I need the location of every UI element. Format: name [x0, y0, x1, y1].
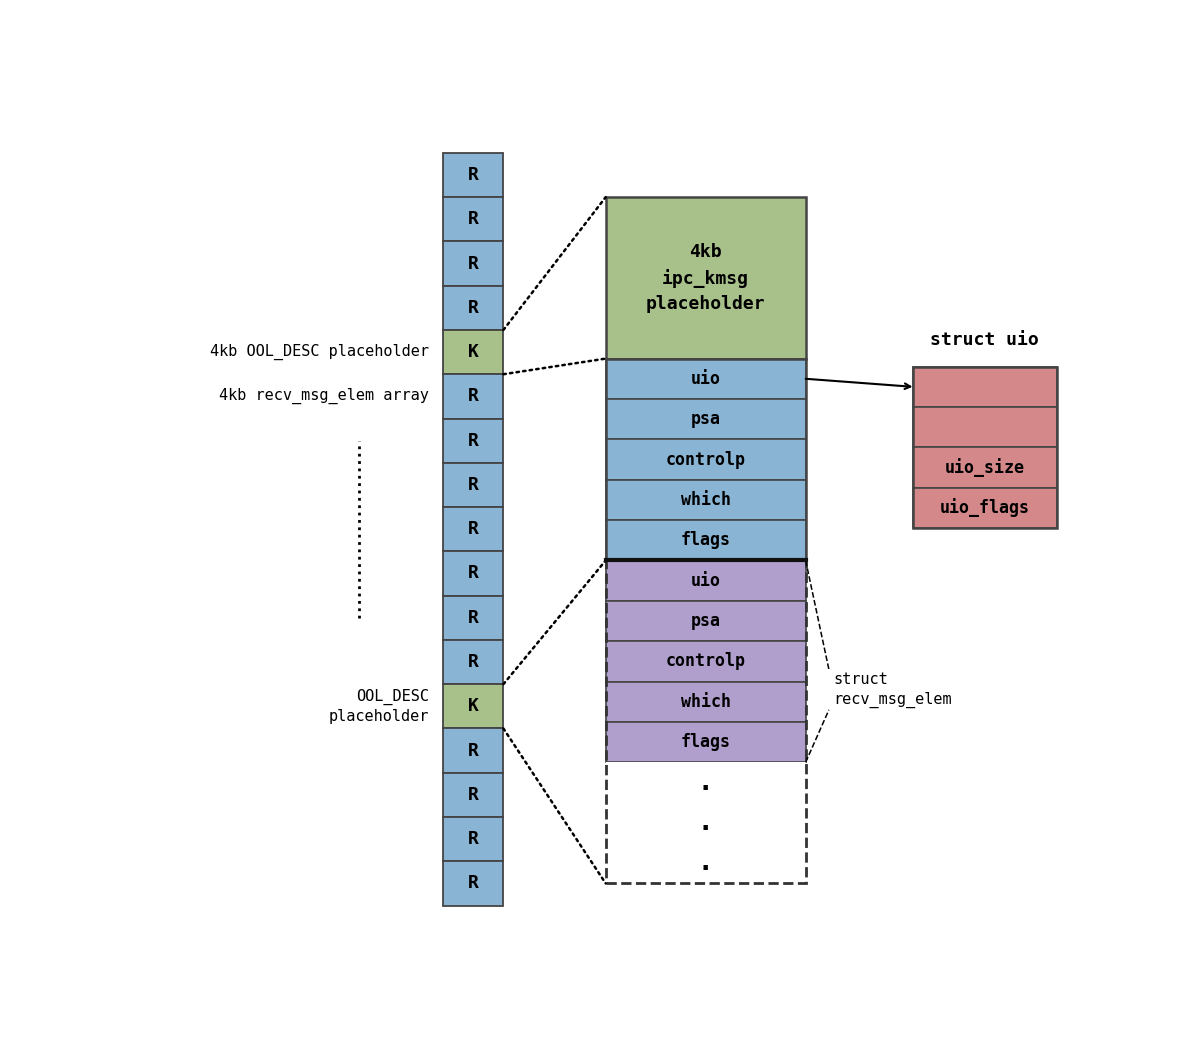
Bar: [443, 551, 504, 596]
Text: OOL_DESC
placeholder: OOL_DESC placeholder: [329, 688, 430, 724]
Bar: [606, 601, 805, 642]
Bar: [912, 407, 1057, 447]
Bar: [606, 198, 805, 359]
Text: R: R: [468, 298, 479, 317]
Bar: [443, 728, 504, 773]
Text: flags: flags: [680, 531, 731, 549]
Text: .: .: [701, 771, 710, 795]
Bar: [443, 817, 504, 861]
Bar: [606, 762, 805, 883]
Bar: [443, 153, 504, 198]
Text: struct uio: struct uio: [930, 331, 1039, 349]
Text: uio_size: uio_size: [944, 458, 1025, 477]
Text: K: K: [468, 698, 479, 716]
Bar: [606, 681, 805, 722]
Text: R: R: [468, 520, 479, 539]
Text: R: R: [468, 210, 479, 228]
Bar: [606, 359, 805, 561]
Text: .: .: [701, 811, 710, 835]
Text: .: .: [701, 852, 710, 876]
Text: R: R: [468, 875, 479, 892]
Bar: [912, 367, 1057, 407]
Bar: [443, 374, 504, 418]
Bar: [912, 367, 1057, 528]
Bar: [912, 488, 1057, 528]
Text: R: R: [468, 742, 479, 759]
Bar: [443, 508, 504, 551]
Text: R: R: [468, 476, 479, 494]
Text: R: R: [468, 830, 479, 849]
Text: R: R: [468, 653, 479, 671]
Text: R: R: [468, 565, 479, 582]
Bar: [443, 330, 504, 374]
Text: uio_flags: uio_flags: [940, 498, 1030, 518]
Text: which: which: [680, 693, 731, 710]
Text: struct
recv_msg_elem: struct recv_msg_elem: [834, 672, 952, 707]
Bar: [443, 684, 504, 728]
Text: 4kb
ipc_kmsg
placeholder: 4kb ipc_kmsg placeholder: [646, 243, 766, 313]
Text: R: R: [468, 786, 479, 804]
Bar: [606, 561, 805, 883]
Text: R: R: [468, 387, 479, 406]
Text: R: R: [468, 608, 479, 627]
Bar: [606, 642, 805, 681]
Text: controlp: controlp: [666, 450, 745, 469]
Bar: [443, 640, 504, 684]
Text: uio: uio: [691, 572, 721, 590]
Text: 4kb OOL_DESC placeholder: 4kb OOL_DESC placeholder: [210, 344, 430, 360]
Bar: [606, 479, 805, 520]
Text: psa: psa: [691, 410, 721, 428]
Bar: [606, 399, 805, 439]
Text: R: R: [468, 255, 479, 272]
Bar: [912, 447, 1057, 488]
Text: which: which: [680, 491, 731, 509]
Bar: [443, 418, 504, 463]
Bar: [443, 463, 504, 508]
Bar: [443, 861, 504, 906]
Bar: [443, 773, 504, 817]
Bar: [443, 198, 504, 241]
Text: R: R: [468, 432, 479, 449]
Text: psa: psa: [691, 612, 721, 630]
Bar: [443, 241, 504, 286]
Bar: [606, 439, 805, 479]
Bar: [443, 596, 504, 640]
Text: K: K: [468, 343, 479, 361]
Bar: [606, 359, 805, 399]
Bar: [443, 286, 504, 330]
Text: 4kb recv_msg_elem array: 4kb recv_msg_elem array: [220, 388, 430, 405]
Text: controlp: controlp: [666, 652, 745, 671]
Bar: [606, 561, 805, 601]
Text: uio: uio: [691, 370, 721, 388]
Text: R: R: [468, 166, 479, 184]
Text: flags: flags: [680, 733, 731, 751]
Bar: [606, 722, 805, 762]
Bar: [606, 520, 805, 561]
